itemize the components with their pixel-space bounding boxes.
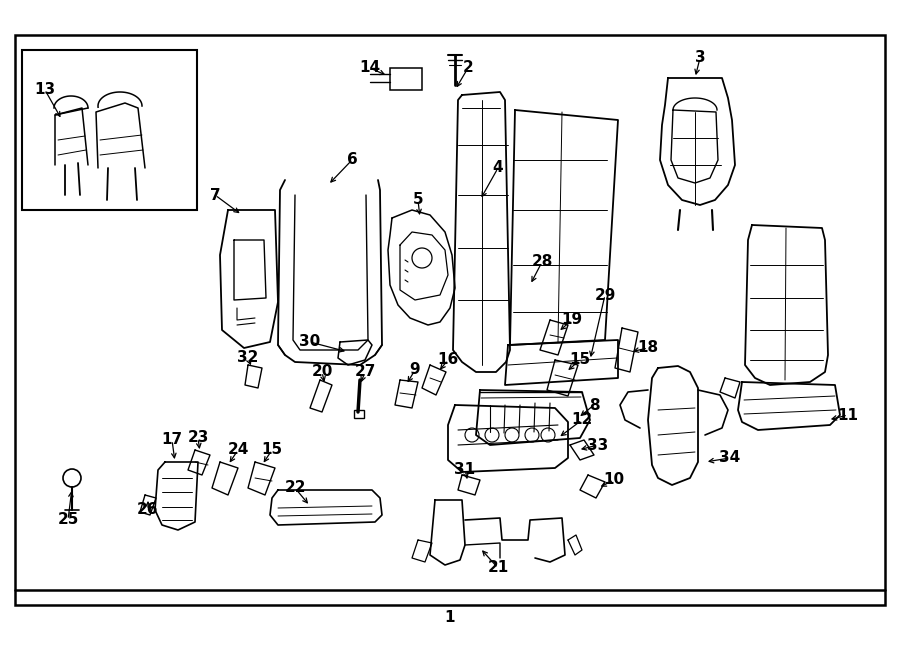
Text: 1: 1 [445,611,455,625]
Text: 20: 20 [311,364,333,379]
Text: 15: 15 [261,442,283,457]
Text: 24: 24 [228,442,248,457]
Text: 29: 29 [594,288,616,303]
Text: 8: 8 [589,397,599,412]
Text: 11: 11 [838,407,859,422]
Text: 17: 17 [161,432,183,447]
Text: 3: 3 [695,50,706,65]
Text: 19: 19 [562,313,582,327]
Text: 10: 10 [603,473,625,488]
Text: 25: 25 [58,512,78,527]
Text: 16: 16 [437,352,459,368]
Text: 31: 31 [454,463,475,477]
Text: 30: 30 [300,334,320,350]
Text: 33: 33 [588,438,608,453]
Text: 22: 22 [284,481,306,496]
Text: 32: 32 [238,350,258,366]
Text: 12: 12 [572,412,592,428]
Text: 13: 13 [34,83,56,98]
Text: 23: 23 [187,430,209,446]
Text: 6: 6 [346,153,357,167]
Text: 15: 15 [570,352,590,368]
Text: 18: 18 [637,340,659,356]
Bar [15,35,885,605]
Bar [22,50,197,210]
Text: 9: 9 [410,362,420,377]
Text: 2: 2 [463,61,473,75]
Text: 5: 5 [413,192,423,208]
Bar [390,68,422,90]
Text: 14: 14 [359,61,381,75]
Text: 28: 28 [531,254,553,270]
Text: 27: 27 [355,364,375,379]
Text: 4: 4 [492,161,503,176]
Bar [354,410,364,418]
Text: 7: 7 [210,188,220,202]
Text: 34: 34 [719,451,741,465]
Text: 26: 26 [137,502,158,518]
Text: 21: 21 [488,561,508,576]
